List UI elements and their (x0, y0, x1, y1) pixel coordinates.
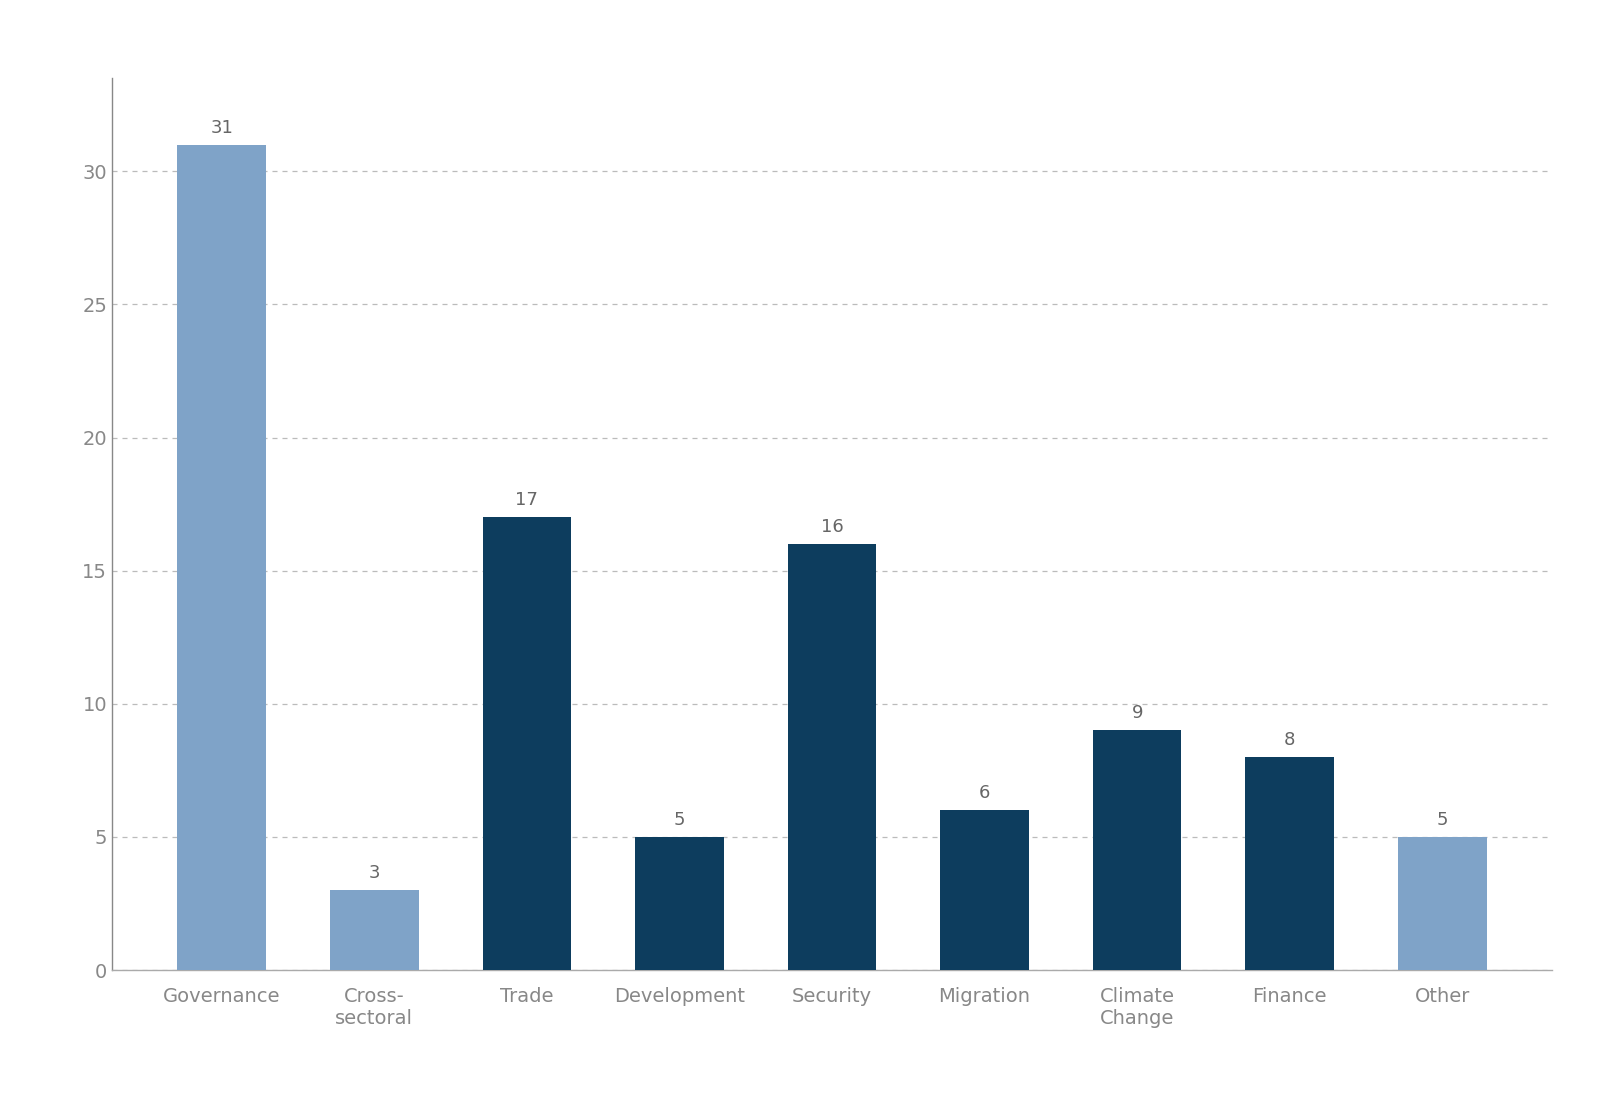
Text: 31: 31 (210, 118, 234, 137)
Text: 5: 5 (674, 811, 685, 828)
Text: 5: 5 (1437, 811, 1448, 828)
Text: 16: 16 (821, 518, 843, 536)
Text: 6: 6 (979, 784, 990, 803)
Text: 3: 3 (368, 864, 381, 882)
Bar (635, 837, 723, 970)
Bar (483, 517, 571, 970)
Bar (1398, 837, 1486, 970)
Bar (1245, 757, 1334, 970)
Bar (178, 145, 266, 970)
Text: 8: 8 (1285, 731, 1296, 749)
Bar (330, 890, 419, 970)
Text: 17: 17 (515, 492, 538, 510)
Text: 9: 9 (1131, 705, 1142, 723)
Bar (941, 811, 1029, 970)
Bar (1093, 730, 1181, 970)
Bar (787, 544, 877, 970)
